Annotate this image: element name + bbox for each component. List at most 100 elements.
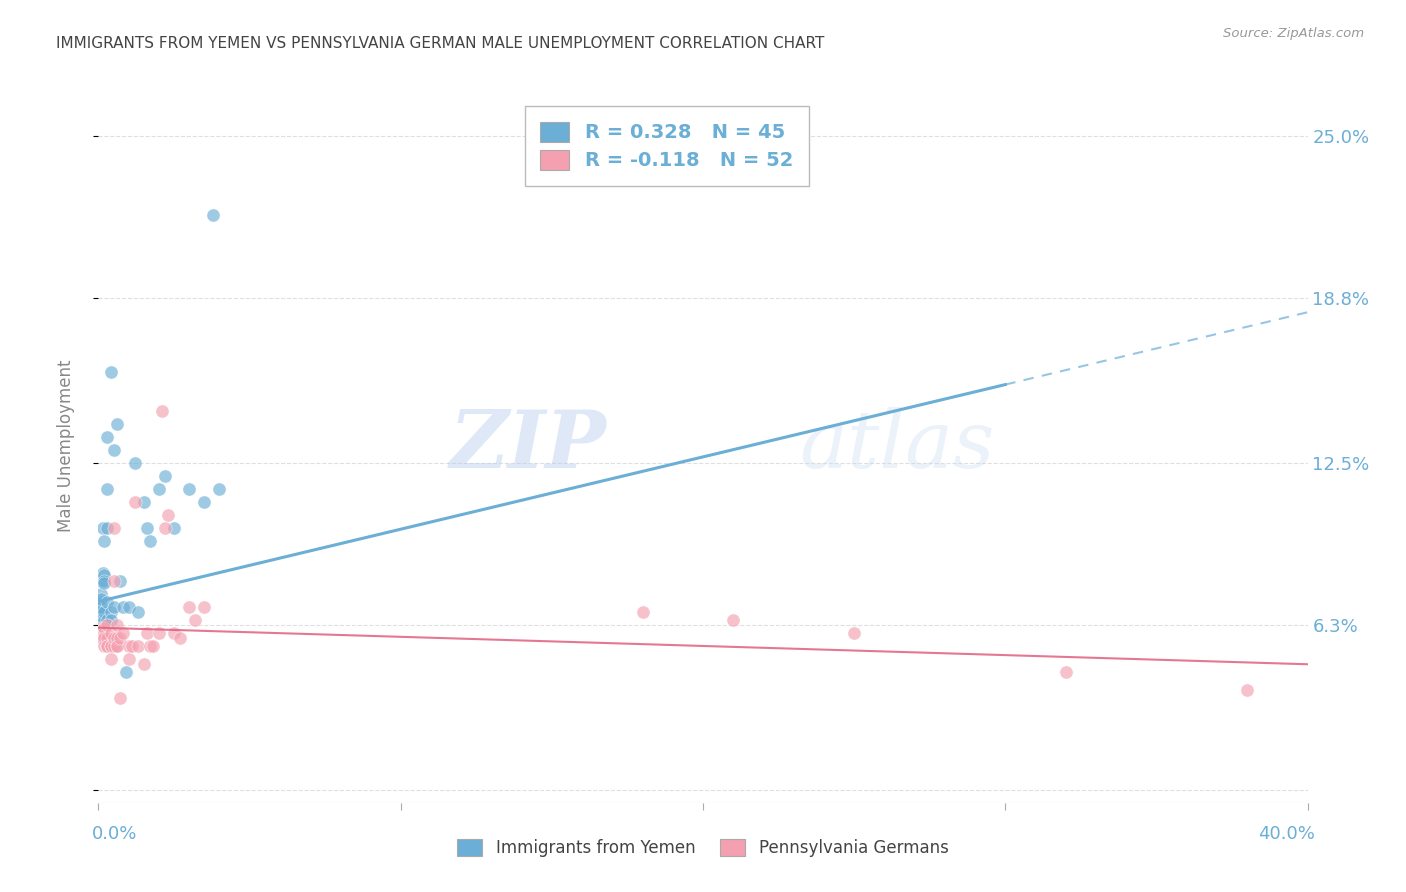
- Point: [139, 639, 162, 653]
- Point: [90, 591, 112, 606]
- Point: [105, 639, 128, 653]
- Text: 0.0%: 0.0%: [91, 825, 136, 843]
- Point: [121, 639, 143, 653]
- Text: ZIP: ZIP: [450, 408, 606, 484]
- Point: [90, 605, 112, 619]
- Point: [153, 469, 176, 483]
- Point: [93, 568, 115, 582]
- Point: [93, 574, 115, 588]
- Point: [93, 576, 115, 591]
- Point: [93, 613, 115, 627]
- Point: [163, 626, 186, 640]
- Point: [96, 613, 118, 627]
- Point: [96, 521, 118, 535]
- Point: [90, 594, 112, 608]
- Point: [93, 621, 115, 635]
- Point: [153, 521, 176, 535]
- Point: [124, 456, 146, 470]
- Point: [100, 605, 122, 619]
- Point: [127, 639, 149, 653]
- Point: [90, 599, 112, 614]
- Point: [114, 665, 136, 679]
- Point: [93, 534, 115, 549]
- Point: [93, 605, 115, 619]
- Point: [93, 626, 115, 640]
- Point: [184, 613, 207, 627]
- Point: [132, 495, 155, 509]
- Point: [156, 508, 179, 523]
- Point: [90, 624, 112, 638]
- Point: [100, 652, 122, 666]
- Point: [142, 639, 165, 653]
- Point: [103, 631, 125, 645]
- Point: [90, 599, 112, 614]
- Point: [90, 599, 112, 614]
- Point: [96, 482, 118, 496]
- Point: [90, 613, 112, 627]
- Point: [100, 626, 122, 640]
- Point: [103, 639, 125, 653]
- Point: [105, 631, 128, 645]
- Point: [90, 621, 112, 635]
- Point: [91, 566, 114, 580]
- Point: [105, 417, 128, 431]
- Point: [100, 639, 122, 653]
- Point: [179, 599, 201, 614]
- Point: [96, 594, 118, 608]
- Point: [90, 631, 112, 645]
- Point: [105, 618, 128, 632]
- Legend: Immigrants from Yemen, Pennsylvania Germans: Immigrants from Yemen, Pennsylvania Germ…: [449, 831, 957, 866]
- Point: [148, 626, 170, 640]
- Point: [100, 613, 122, 627]
- Text: Source: ZipAtlas.com: Source: ZipAtlas.com: [1223, 27, 1364, 40]
- Point: [193, 599, 215, 614]
- Point: [103, 574, 125, 588]
- Point: [100, 364, 122, 378]
- Point: [148, 482, 170, 496]
- Point: [91, 521, 114, 535]
- Point: [93, 631, 115, 645]
- Text: IMMIGRANTS FROM YEMEN VS PENNSYLVANIA GERMAN MALE UNEMPLOYMENT CORRELATION CHART: IMMIGRANTS FROM YEMEN VS PENNSYLVANIA GE…: [56, 36, 824, 51]
- Text: 40.0%: 40.0%: [1258, 825, 1315, 843]
- Point: [108, 691, 131, 706]
- Point: [124, 495, 146, 509]
- Point: [150, 403, 173, 417]
- Point: [1236, 683, 1258, 698]
- Point: [103, 599, 125, 614]
- Y-axis label: Male Unemployment: Male Unemployment: [56, 359, 75, 533]
- Point: [127, 605, 149, 619]
- Point: [202, 208, 225, 222]
- Point: [844, 626, 866, 640]
- Point: [631, 605, 654, 619]
- Point: [96, 639, 118, 653]
- Point: [118, 639, 141, 653]
- Point: [93, 639, 115, 653]
- Point: [179, 482, 201, 496]
- Point: [118, 599, 141, 614]
- Point: [96, 631, 118, 645]
- Point: [118, 652, 141, 666]
- Text: atlas: atlas: [800, 408, 995, 484]
- Point: [96, 618, 118, 632]
- Point: [90, 574, 112, 588]
- Point: [193, 495, 215, 509]
- Point: [100, 639, 122, 653]
- Point: [135, 521, 157, 535]
- Point: [90, 605, 112, 619]
- Point: [90, 587, 112, 601]
- Point: [103, 442, 125, 457]
- Point: [103, 521, 125, 535]
- Point: [723, 613, 745, 627]
- Point: [108, 574, 131, 588]
- Point: [105, 639, 128, 653]
- Point: [90, 628, 112, 642]
- Point: [111, 599, 134, 614]
- Point: [111, 626, 134, 640]
- Point: [93, 628, 115, 642]
- Point: [90, 626, 112, 640]
- Point: [96, 639, 118, 653]
- Point: [96, 430, 118, 444]
- Point: [169, 631, 191, 645]
- Point: [208, 482, 231, 496]
- Point: [132, 657, 155, 672]
